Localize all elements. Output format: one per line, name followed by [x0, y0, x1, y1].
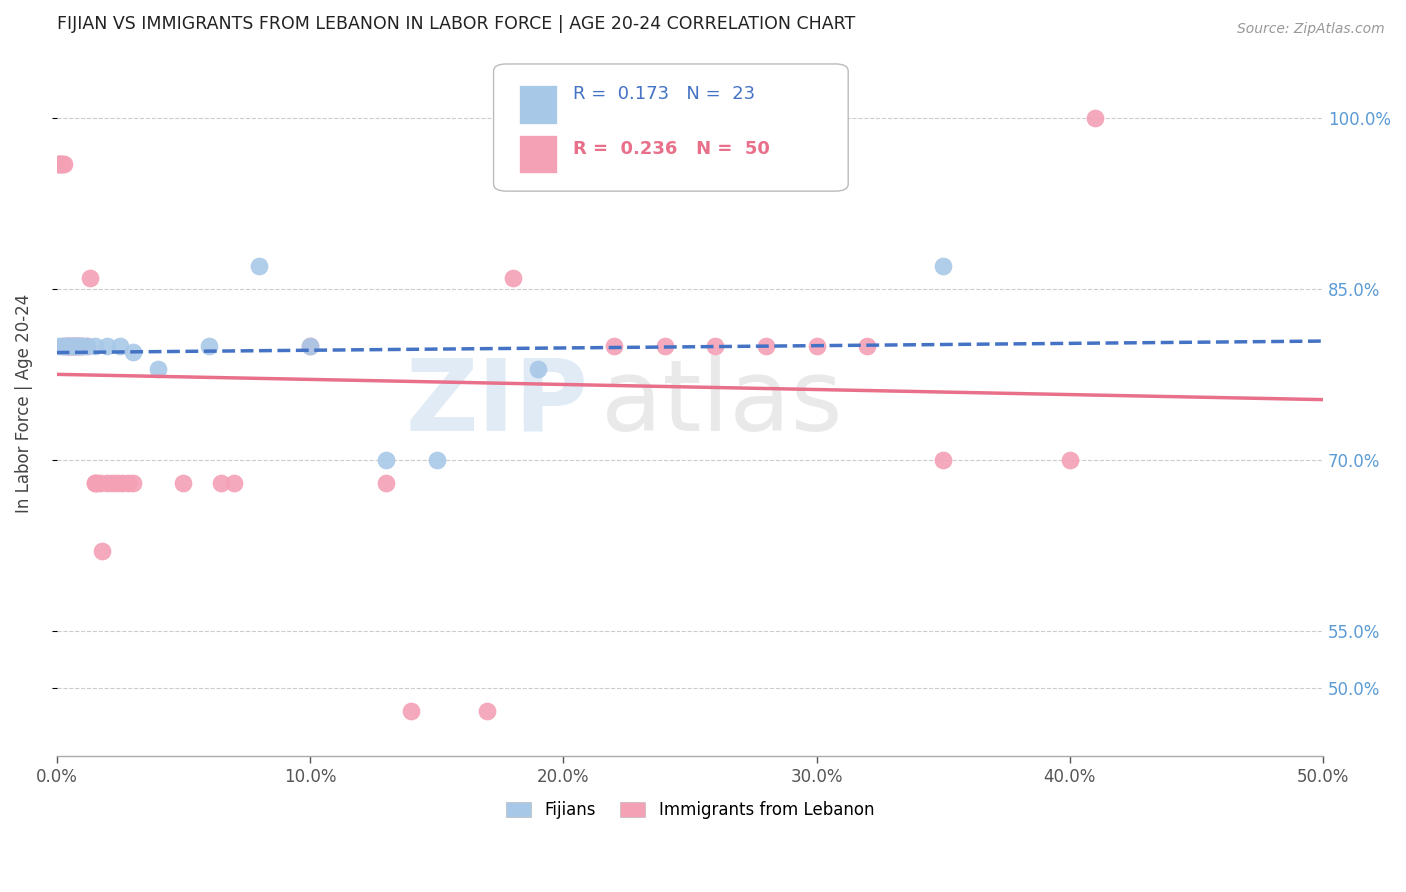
- Point: [96, 475, 118, 490]
- Point: [1084, 112, 1107, 126]
- Point: [806, 339, 828, 353]
- Text: R =  0.173   N =  23: R = 0.173 N = 23: [574, 86, 755, 103]
- Point: [603, 339, 626, 353]
- Point: [83, 339, 105, 353]
- Point: [70, 339, 93, 353]
- Point: [66, 339, 89, 353]
- Point: [96, 339, 118, 353]
- Point: [76, 339, 98, 353]
- Point: [83, 475, 105, 490]
- Point: [48, 157, 70, 171]
- Point: [146, 362, 169, 376]
- Point: [51, 339, 73, 353]
- Point: [76, 339, 98, 353]
- Point: [48, 339, 70, 353]
- Bar: [519, 135, 557, 173]
- Point: [111, 475, 134, 490]
- Text: Source: ZipAtlas.com: Source: ZipAtlas.com: [1237, 22, 1385, 37]
- Point: [53, 339, 76, 353]
- Point: [63, 339, 86, 353]
- Point: [108, 339, 131, 353]
- Point: [60, 339, 83, 353]
- FancyBboxPatch shape: [494, 64, 848, 191]
- Point: [856, 339, 879, 353]
- Text: FIJIAN VS IMMIGRANTS FROM LEBANON IN LABOR FORCE | AGE 20-24 CORRELATION CHART: FIJIAN VS IMMIGRANTS FROM LEBANON IN LAB…: [56, 15, 855, 33]
- Point: [197, 339, 219, 353]
- Point: [55, 339, 77, 353]
- Point: [67, 339, 90, 353]
- Point: [704, 339, 727, 353]
- Point: [91, 544, 114, 558]
- Point: [60, 339, 83, 353]
- Point: [63, 339, 86, 353]
- Point: [58, 339, 80, 353]
- Point: [1059, 453, 1081, 467]
- Point: [70, 339, 93, 353]
- Point: [79, 270, 101, 285]
- Point: [298, 339, 321, 353]
- Legend: Fijians, Immigrants from Lebanon: Fijians, Immigrants from Lebanon: [499, 794, 882, 826]
- Point: [53, 157, 76, 171]
- Point: [55, 339, 77, 353]
- Point: [121, 344, 143, 359]
- Point: [374, 453, 396, 467]
- Bar: [519, 85, 557, 124]
- Point: [932, 260, 955, 274]
- Point: [86, 475, 108, 490]
- Point: [48, 157, 70, 171]
- Point: [107, 475, 129, 490]
- Point: [932, 453, 955, 467]
- Point: [70, 339, 93, 353]
- Point: [67, 339, 90, 353]
- Point: [101, 475, 124, 490]
- Point: [51, 157, 73, 171]
- Point: [63, 339, 86, 353]
- Point: [55, 339, 77, 353]
- Y-axis label: In Labor Force | Age 20-24: In Labor Force | Age 20-24: [15, 293, 32, 513]
- Point: [222, 475, 245, 490]
- Point: [89, 475, 111, 490]
- Point: [60, 339, 83, 353]
- Point: [527, 362, 550, 376]
- Point: [477, 704, 499, 718]
- Point: [51, 157, 73, 171]
- Point: [58, 339, 80, 353]
- Point: [121, 475, 143, 490]
- Point: [374, 475, 396, 490]
- Point: [66, 339, 89, 353]
- Point: [209, 475, 232, 490]
- Point: [48, 157, 70, 171]
- Point: [58, 339, 80, 353]
- Point: [298, 339, 321, 353]
- Point: [66, 339, 89, 353]
- Text: ZIP: ZIP: [406, 354, 589, 451]
- Point: [83, 475, 105, 490]
- Point: [426, 453, 449, 467]
- Point: [53, 339, 76, 353]
- Point: [172, 475, 194, 490]
- Point: [247, 260, 270, 274]
- Text: R =  0.236   N =  50: R = 0.236 N = 50: [574, 140, 770, 158]
- Point: [654, 339, 676, 353]
- Point: [399, 704, 422, 718]
- Point: [502, 270, 524, 285]
- Text: atlas: atlas: [602, 354, 842, 451]
- Point: [755, 339, 778, 353]
- Point: [117, 475, 139, 490]
